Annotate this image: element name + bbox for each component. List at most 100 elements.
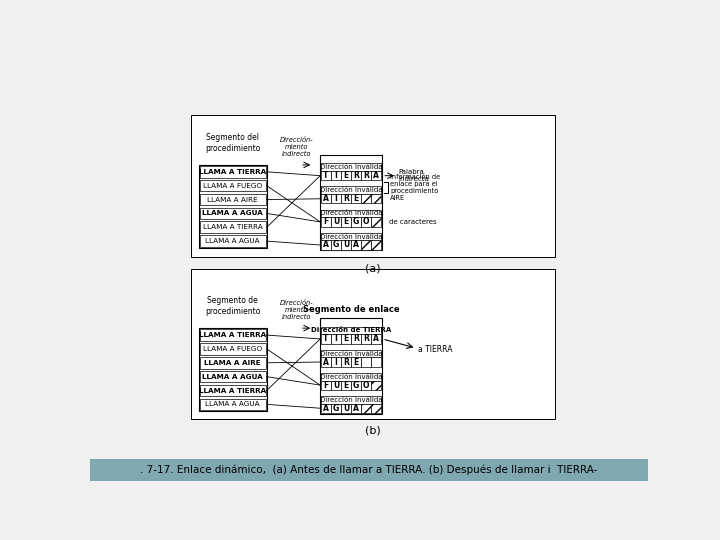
Text: Dirección Inválida: Dirección Inválida bbox=[320, 233, 382, 240]
Text: I: I bbox=[335, 171, 338, 180]
Bar bbox=[361, 240, 372, 249]
Text: Dirección de TIERRA: Dirección de TIERRA bbox=[311, 327, 391, 333]
Text: T: T bbox=[323, 334, 328, 343]
Text: LLAMA A FUEGO: LLAMA A FUEGO bbox=[203, 346, 262, 352]
Bar bbox=[341, 334, 351, 343]
Text: Palabra
indirecta: Palabra indirecta bbox=[398, 169, 429, 182]
Bar bbox=[372, 171, 382, 180]
Bar bbox=[199, 166, 266, 178]
Bar bbox=[361, 171, 372, 180]
Bar bbox=[341, 357, 351, 367]
Bar bbox=[361, 194, 372, 204]
Bar bbox=[331, 240, 341, 249]
Bar bbox=[361, 403, 372, 413]
Bar bbox=[351, 357, 361, 367]
Text: de caracteres: de caracteres bbox=[389, 219, 437, 225]
Text: A: A bbox=[374, 171, 379, 180]
Text: Dirección-
miento
indirecto: Dirección- miento indirecto bbox=[279, 137, 313, 157]
Text: (a): (a) bbox=[365, 264, 381, 273]
Text: Dirección Inválida: Dirección Inválida bbox=[320, 397, 382, 403]
Bar bbox=[341, 381, 351, 390]
Text: E: E bbox=[343, 171, 348, 180]
Text: R: R bbox=[354, 334, 359, 343]
Bar bbox=[321, 217, 331, 226]
Bar bbox=[199, 235, 266, 247]
Bar bbox=[321, 396, 382, 403]
Bar bbox=[372, 194, 382, 204]
Bar bbox=[361, 381, 372, 390]
Text: LLAMA A AGUA: LLAMA A AGUA bbox=[205, 238, 260, 244]
Bar bbox=[351, 194, 361, 204]
Bar bbox=[321, 164, 382, 171]
Text: U: U bbox=[343, 240, 349, 249]
Bar bbox=[199, 371, 266, 382]
Bar bbox=[199, 384, 266, 396]
Bar bbox=[199, 194, 266, 205]
Text: Dirección Inválida: Dirección Inválida bbox=[320, 164, 382, 170]
Text: a TIERRA: a TIERRA bbox=[418, 345, 452, 354]
Bar bbox=[321, 357, 331, 367]
Bar bbox=[361, 217, 372, 226]
Bar bbox=[321, 334, 331, 343]
Text: Segmento de
procedimiento: Segmento de procedimiento bbox=[205, 296, 261, 316]
Text: U: U bbox=[333, 381, 339, 390]
Text: U: U bbox=[333, 218, 339, 226]
Text: R: R bbox=[364, 171, 369, 180]
Bar bbox=[331, 403, 341, 413]
Text: R: R bbox=[343, 194, 349, 203]
Bar bbox=[331, 381, 341, 390]
Bar bbox=[321, 240, 331, 249]
Text: A: A bbox=[323, 194, 329, 203]
Bar bbox=[372, 217, 382, 226]
Text: LLAMA A TIERRA: LLAMA A TIERRA bbox=[203, 224, 263, 230]
Text: LLAMA A TIERRA: LLAMA A TIERRA bbox=[199, 388, 266, 394]
Text: Dirección Inválida: Dirección Inválida bbox=[320, 374, 382, 380]
Text: A: A bbox=[354, 240, 359, 249]
Bar bbox=[372, 334, 382, 343]
Bar bbox=[321, 171, 331, 180]
Text: LLAMA A AIRE: LLAMA A AIRE bbox=[207, 197, 258, 202]
Text: U: U bbox=[343, 404, 349, 413]
Text: Dirección Inválida: Dirección Inválida bbox=[320, 211, 382, 217]
Text: Segmento de enlace: Segmento de enlace bbox=[303, 305, 400, 314]
Text: R: R bbox=[354, 171, 359, 180]
Text: E: E bbox=[343, 381, 348, 390]
Bar bbox=[199, 221, 266, 233]
Bar bbox=[351, 171, 361, 180]
Bar bbox=[199, 399, 266, 410]
Bar bbox=[361, 334, 372, 343]
Text: I: I bbox=[335, 357, 338, 367]
Bar bbox=[320, 155, 382, 251]
Text: LLAMA A TIERRA: LLAMA A TIERRA bbox=[199, 169, 266, 175]
Text: LLAMA A AIRE: LLAMA A AIRE bbox=[204, 360, 261, 366]
Bar bbox=[191, 269, 555, 419]
Bar bbox=[361, 357, 372, 367]
Bar bbox=[321, 194, 331, 204]
Bar bbox=[372, 403, 382, 413]
Text: A: A bbox=[374, 334, 379, 343]
Bar bbox=[351, 240, 361, 249]
Text: E: E bbox=[343, 334, 348, 343]
Bar bbox=[320, 318, 382, 414]
Bar bbox=[199, 165, 266, 248]
Text: A: A bbox=[323, 240, 329, 249]
Text: Dirección Inválida: Dirección Inválida bbox=[320, 187, 382, 193]
Text: I: I bbox=[335, 194, 338, 203]
Bar bbox=[372, 357, 382, 367]
Text: R: R bbox=[364, 334, 369, 343]
Text: Información de
enlace para el
procedimiento
AIRE: Información de enlace para el procedimie… bbox=[390, 174, 440, 201]
Text: (b): (b) bbox=[365, 425, 381, 435]
Bar bbox=[321, 403, 331, 413]
Text: G: G bbox=[333, 404, 339, 413]
Bar bbox=[372, 381, 382, 390]
Text: Segmento del
procedimiento: Segmento del procedimiento bbox=[205, 133, 261, 153]
Text: E: E bbox=[354, 194, 359, 203]
Bar bbox=[321, 381, 331, 390]
Text: LLAMA A TIERRA: LLAMA A TIERRA bbox=[199, 332, 266, 338]
Text: A: A bbox=[354, 404, 359, 413]
Text: O: O bbox=[363, 218, 369, 226]
Bar bbox=[199, 208, 266, 219]
Bar bbox=[331, 217, 341, 226]
Text: R: R bbox=[343, 357, 349, 367]
Bar bbox=[341, 240, 351, 249]
